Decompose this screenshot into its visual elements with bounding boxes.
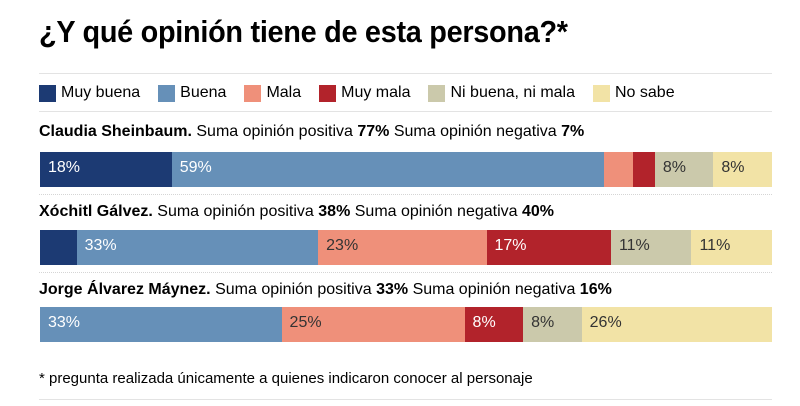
row-label-neg-value: 7% bbox=[561, 123, 585, 140]
bar-segment: 25% bbox=[281, 307, 465, 342]
divider bbox=[39, 111, 772, 112]
row-label-pos-value: 77% bbox=[357, 123, 390, 140]
bar-segment: 17% bbox=[486, 230, 611, 265]
row-label-pos-text: Suma opinión positiva bbox=[157, 203, 314, 220]
bar-value-label: 18% bbox=[48, 159, 81, 176]
legend-label: No sabe bbox=[615, 84, 675, 101]
bar-value-label: 11% bbox=[618, 237, 650, 254]
row-label-name: Jorge Álvarez Máynez. bbox=[39, 281, 211, 298]
bar-value-label: 8% bbox=[721, 159, 745, 176]
stacked-bar: 33% 23% 17% 11% 11% bbox=[40, 230, 772, 265]
bar-segment bbox=[40, 230, 77, 265]
row-label-neg-text: Suma opinión negativa bbox=[412, 281, 576, 298]
legend: Muy buena Buena Mala Muy mala Ni buena, ni m… bbox=[39, 84, 693, 102]
bar-segment: 23% bbox=[318, 230, 487, 265]
row-label-pos-value: 33% bbox=[376, 281, 409, 298]
row-label-name: Claudia Sheinbaum. bbox=[39, 123, 192, 140]
legend-swatch bbox=[244, 84, 262, 102]
bar-value-label: 25% bbox=[289, 314, 322, 331]
row-label-pos-value: 38% bbox=[318, 203, 351, 220]
row-label-neg-text: Suma opinión negativa bbox=[354, 203, 518, 220]
legend-item: Muy mala bbox=[319, 84, 410, 102]
bar-segment: 11% bbox=[691, 230, 772, 265]
legend-label: Mala bbox=[266, 84, 302, 101]
legend-swatch bbox=[158, 84, 176, 102]
bar-segment: 8% bbox=[464, 307, 524, 342]
footnote: * pregunta realizada únicamente a quiene… bbox=[39, 370, 533, 387]
bar-value-label: 26% bbox=[589, 314, 622, 331]
bar-segment: 33% bbox=[40, 307, 282, 342]
bar-value-label: 17% bbox=[494, 237, 527, 254]
legend-item: Muy buena bbox=[39, 84, 140, 102]
bar-segment: 8% bbox=[713, 152, 772, 187]
legend-item: No sabe bbox=[593, 84, 675, 102]
row-label: Jorge Álvarez Máynez. Suma opinión posit… bbox=[39, 281, 612, 299]
row-label-pos-text: Suma opinión positiva bbox=[215, 281, 372, 298]
bar-segment: 33% bbox=[76, 230, 319, 265]
legend-swatch bbox=[39, 84, 56, 102]
legend-label: Muy buena bbox=[61, 84, 141, 101]
bar-value-label: 8% bbox=[472, 314, 496, 331]
bar-segment: 11% bbox=[610, 230, 692, 265]
bar-value-label: 23% bbox=[326, 237, 359, 254]
bar-value-label: 59% bbox=[179, 159, 212, 176]
row-divider bbox=[39, 194, 772, 195]
legend-swatch bbox=[593, 84, 610, 102]
divider bbox=[39, 73, 772, 74]
bar-value-label: 11% bbox=[699, 237, 731, 254]
bar-value-label: 8% bbox=[531, 314, 555, 331]
bar-segment: 18% bbox=[40, 152, 172, 187]
bar-segment: 59% bbox=[171, 152, 604, 187]
row-label-neg-text: Suma opinión negativa bbox=[393, 123, 557, 140]
row-label: Xóchitl Gálvez. Suma opinión positiva 38… bbox=[39, 203, 554, 221]
legend-swatch bbox=[319, 84, 337, 102]
chart-title: ¿Y qué opinión tiene de esta persona?* bbox=[39, 14, 568, 49]
bar-value-label: 8% bbox=[662, 159, 686, 176]
legend-item: Ni buena, ni mala bbox=[428, 84, 575, 102]
row-label-name: Xóchitl Gálvez. bbox=[39, 203, 153, 220]
row-label: Claudia Sheinbaum. Suma opinión positiva… bbox=[39, 123, 584, 141]
legend-item: Mala bbox=[244, 84, 301, 102]
legend-item: Buena bbox=[158, 84, 226, 102]
bar-segment: 26% bbox=[581, 307, 772, 342]
legend-swatch bbox=[428, 84, 446, 102]
stacked-bar: 33% 25% 8% 8% 26% bbox=[40, 307, 772, 342]
bar-value-label: 33% bbox=[48, 314, 81, 331]
legend-label: Buena bbox=[180, 84, 227, 101]
legend-label: Muy mala bbox=[341, 84, 411, 101]
stacked-bar: 18% 59% 8% 8% bbox=[40, 152, 772, 187]
bar-value-label: 33% bbox=[84, 237, 117, 254]
bar-segment bbox=[603, 152, 633, 187]
legend-label: Ni buena, ni mala bbox=[450, 84, 575, 101]
row-label-neg-value: 16% bbox=[579, 281, 612, 298]
row-label-pos-text: Suma opinión positiva bbox=[196, 123, 353, 140]
bar-segment: 8% bbox=[654, 152, 714, 187]
divider bbox=[39, 399, 772, 400]
bar-segment: 8% bbox=[523, 307, 582, 342]
row-label-neg-value: 40% bbox=[521, 203, 555, 220]
row-divider bbox=[39, 272, 772, 273]
bar-segment bbox=[632, 152, 655, 187]
